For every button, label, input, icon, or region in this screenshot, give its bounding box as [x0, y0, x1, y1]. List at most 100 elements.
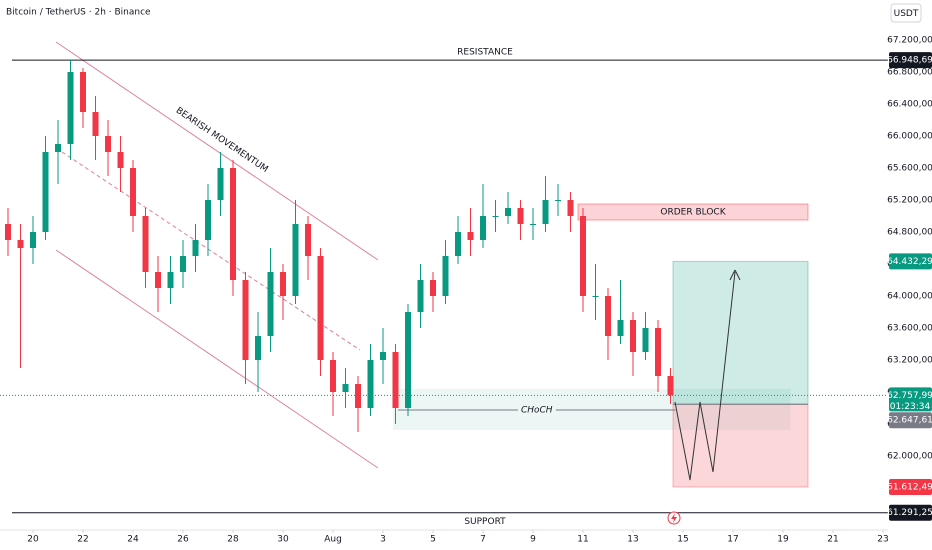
choch-label: CHoCH	[521, 406, 553, 416]
candle-body	[380, 352, 386, 360]
stop-tag: 61.612,49	[887, 479, 932, 496]
x-tick-label: 23	[877, 535, 888, 545]
last-price-tag-text: 62.757,99	[887, 391, 932, 401]
candle-body	[592, 296, 599, 297]
candle-body	[542, 200, 549, 224]
entry-tag: 62.647,61	[887, 412, 932, 429]
candle-body	[480, 216, 486, 240]
x-tick-label: 13	[627, 535, 638, 545]
x-tick-label: 9	[530, 535, 536, 545]
candle-body	[405, 312, 411, 408]
chart-title: Bitcoin / TetherUS · 2h · Binance	[6, 8, 151, 18]
x-tick-label: 5	[430, 535, 436, 545]
stop-zone	[672, 403, 809, 488]
choch-label-bg	[517, 405, 556, 416]
projection-head	[729, 269, 741, 281]
order-block	[577, 203, 809, 221]
y-tick-label: 67.200,00	[887, 36, 932, 46]
x-tick-label: 19	[777, 535, 789, 545]
support-tag-text: 61.291,25	[887, 508, 932, 518]
support-tag: 61.291,25	[887, 504, 932, 521]
candle-body	[117, 152, 124, 168]
resistance-tag: 66.948,69	[887, 52, 932, 69]
last-price-tag-bg	[889, 387, 932, 412]
x-tick-label: 24	[127, 535, 139, 545]
candle-body	[467, 232, 474, 240]
candle-body	[30, 232, 36, 248]
price-axis-bg	[888, 28, 932, 530]
candle-body	[317, 256, 324, 360]
candle-body	[155, 272, 161, 288]
candle-body	[292, 224, 299, 296]
plot-area: BEARISH MOVEMENTUM ORDER BLOCK CHoCH RESIS…	[0, 41, 888, 527]
candle-body	[67, 72, 74, 144]
x-tick-label: 30	[277, 535, 289, 545]
candle-body	[580, 216, 586, 296]
y-tick-label: 63.600,00	[887, 324, 932, 334]
event-bolt	[671, 513, 677, 523]
candle-body	[367, 360, 374, 408]
candle-body	[192, 240, 199, 256]
candle-body	[305, 224, 311, 256]
candle-body	[205, 200, 211, 240]
entry-tag-text: 62.647,61	[887, 416, 932, 426]
candle-body	[55, 144, 61, 152]
currency-box[interactable]	[890, 3, 922, 23]
candle-body	[617, 320, 624, 336]
target-tag: 64.432,29	[887, 253, 932, 270]
entry-tag-bg	[889, 412, 932, 429]
candle-body	[255, 336, 261, 360]
candle-body	[530, 224, 536, 225]
channel-upper	[55, 41, 379, 261]
candle-body	[567, 200, 574, 216]
candle-body	[330, 360, 336, 392]
x-tick-label: 11	[577, 535, 588, 545]
candle-body	[430, 280, 436, 296]
x-tick-label: 26	[177, 535, 189, 545]
y-tick-label: 66.000,00	[887, 132, 932, 142]
x-tick-label: 3	[380, 535, 386, 545]
resistance-tag-text: 66.948,69	[887, 56, 932, 66]
y-tick-label: 65.600,00	[887, 164, 932, 174]
candle-body	[167, 272, 174, 288]
y-tick-label: 64.000,00	[887, 292, 932, 302]
x-tick-label: 17	[727, 535, 738, 545]
x-tick-label: 28	[227, 535, 239, 545]
channel-label: BEARISH MOVEMENTUM	[174, 106, 270, 175]
candle-body	[667, 376, 674, 396]
candle-body	[492, 216, 499, 217]
candle-body	[267, 272, 274, 336]
currency: USDT	[894, 9, 919, 19]
x-tick-label: 21	[827, 535, 838, 545]
candle-body	[142, 216, 149, 272]
candle-body	[517, 208, 524, 224]
y-tick-label: 63.200,00	[887, 356, 932, 366]
candle-body	[642, 328, 649, 352]
candle-body	[80, 72, 86, 112]
candle-body	[455, 232, 461, 256]
candle-body	[392, 352, 399, 408]
candle-body	[5, 224, 11, 240]
candle-body	[105, 136, 111, 152]
candle-body	[605, 296, 611, 336]
candle-body	[242, 280, 249, 360]
y-tick-label: 64.800,00	[887, 228, 932, 238]
x-tick-label: 7	[480, 535, 486, 545]
candle-body	[280, 272, 286, 296]
target-tag-text: 64.432,29	[887, 257, 932, 267]
candle-body	[630, 320, 636, 352]
stop-tag-bg	[889, 479, 932, 496]
candle-body	[342, 384, 349, 392]
channel-lower	[55, 249, 379, 469]
stop-tag-text: 61.612,49	[887, 483, 932, 493]
order-block-label: ORDER BLOCK	[660, 208, 726, 218]
target-tag-bg	[889, 253, 932, 270]
candle-body	[442, 256, 449, 296]
level-name: RESISTANCE	[457, 48, 513, 58]
target-zone	[672, 260, 809, 405]
y-tick-label: 65.200,00	[887, 196, 932, 206]
y-tick-label: 66.400,00	[887, 100, 932, 110]
y-tick-label: 66.800,00	[887, 68, 932, 78]
